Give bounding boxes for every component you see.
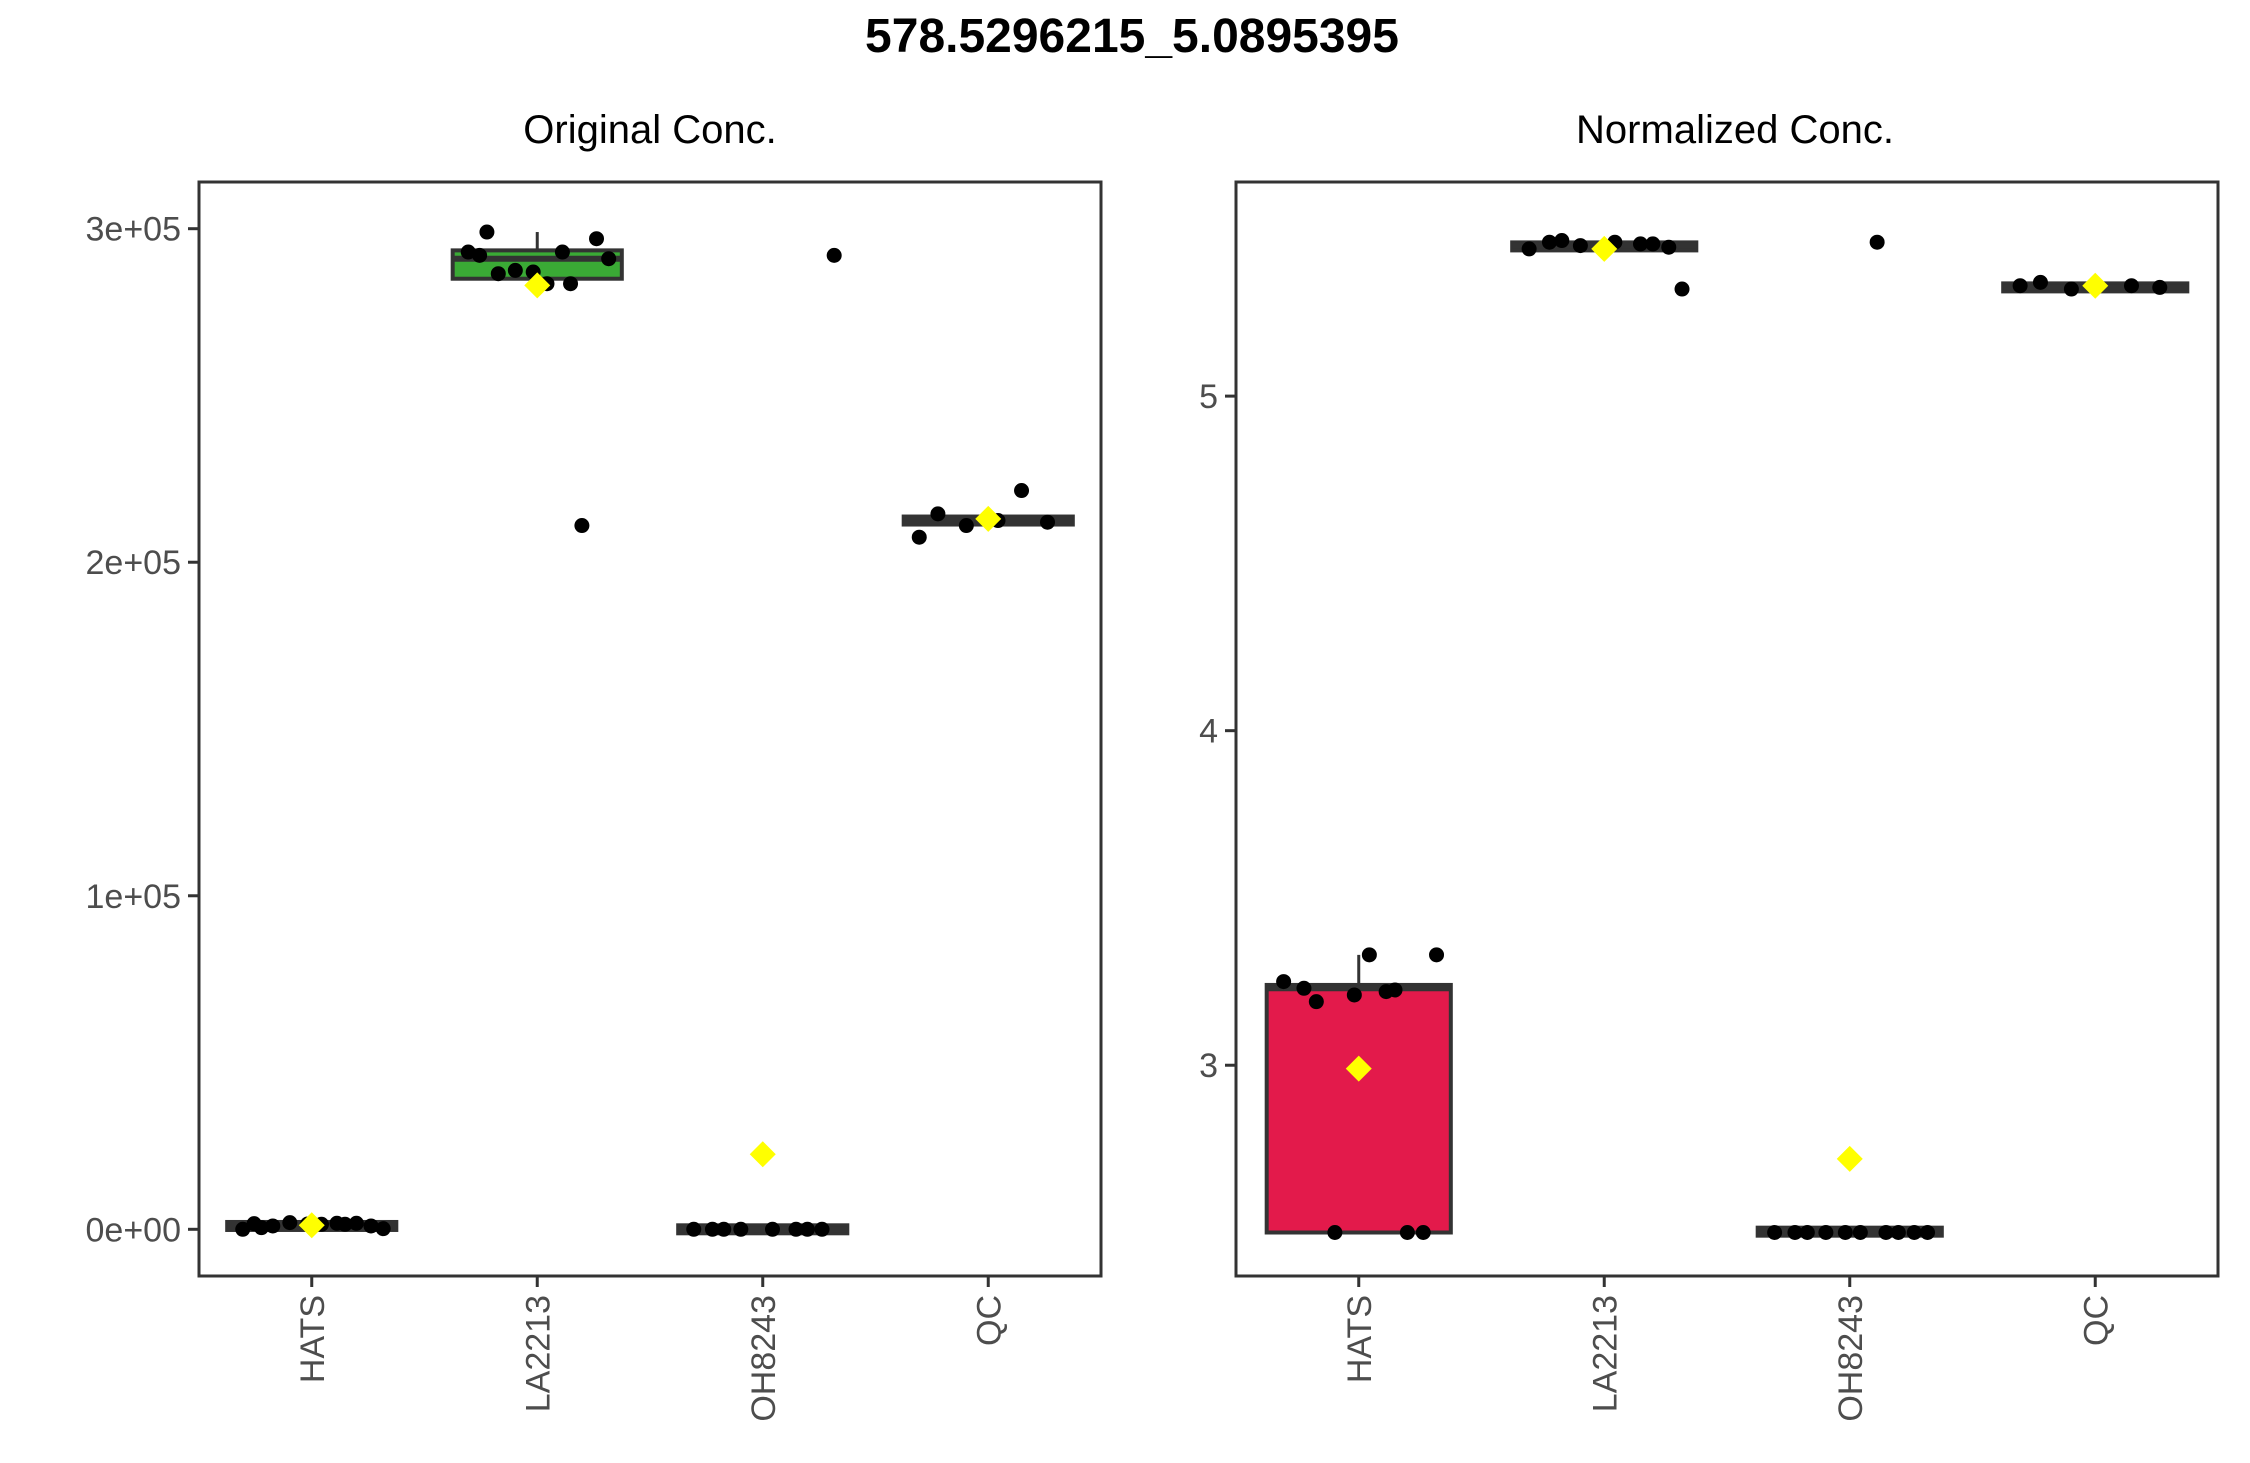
data-point	[2152, 279, 2168, 295]
chart-title: 578.5296215_5.0895395	[865, 10, 1399, 63]
data-point	[1674, 281, 1690, 297]
data-point	[1799, 1225, 1815, 1241]
data-point	[1296, 980, 1312, 996]
data-point	[1787, 1225, 1803, 1241]
data-point	[1361, 947, 1377, 963]
data-point	[1572, 238, 1588, 254]
data-point	[1040, 514, 1056, 530]
x-tick-label: LA2213	[519, 1295, 557, 1412]
data-point	[2032, 274, 2048, 290]
data-point	[1014, 483, 1030, 499]
x-tick-label: LA2213	[1586, 1295, 1624, 1412]
data-point	[1818, 1225, 1834, 1241]
panel-title: Original Conc.	[523, 108, 776, 152]
data-point	[329, 1215, 345, 1231]
box-hats	[1264, 982, 1453, 1235]
data-point	[1890, 1225, 1906, 1241]
data-point	[1521, 241, 1537, 257]
data-point	[348, 1215, 364, 1231]
data-point	[733, 1221, 749, 1237]
data-point	[911, 529, 927, 545]
data-point	[930, 506, 946, 522]
data-point	[574, 518, 590, 534]
data-point	[1906, 1225, 1922, 1241]
data-point	[589, 231, 605, 247]
data-point	[1399, 1225, 1415, 1241]
x-tick-label: QC	[970, 1295, 1008, 1346]
data-point	[686, 1221, 702, 1237]
panel-1: Original Conc. 0e+00 1e+05 2e+05 3e+05 HATS LA…	[86, 108, 1103, 1422]
data-point	[2063, 281, 2079, 297]
data-point	[1415, 1225, 1431, 1241]
data-point	[1541, 234, 1557, 250]
data-point	[1554, 233, 1570, 249]
data-point	[1308, 994, 1324, 1010]
data-point	[282, 1215, 298, 1231]
x-tick-label: OH8243	[745, 1295, 783, 1422]
panel-frame	[1234, 180, 2220, 1278]
mean-marker	[524, 272, 551, 299]
data-point	[1920, 1225, 1936, 1241]
data-point	[1378, 984, 1394, 1000]
data-point	[563, 276, 579, 292]
data-point	[375, 1221, 391, 1237]
y-tick-label: 1e+05	[86, 878, 182, 916]
mean-marker	[2082, 272, 2109, 299]
data-point	[235, 1221, 251, 1237]
data-point	[479, 224, 495, 240]
data-point	[1645, 236, 1661, 252]
y-tick-label: 3	[1199, 1047, 1218, 1085]
mean-marker	[975, 505, 1002, 532]
data-point	[507, 262, 523, 278]
data-point	[1429, 947, 1445, 963]
data-point	[472, 247, 488, 263]
data-point	[1878, 1225, 1894, 1241]
data-point	[1632, 236, 1648, 252]
data-point	[826, 247, 842, 263]
y-tick-label: 2e+05	[86, 544, 182, 582]
panel-frame	[197, 180, 1103, 1278]
data-point	[799, 1221, 815, 1237]
data-point	[1346, 987, 1362, 1003]
data-point	[1837, 1225, 1853, 1241]
data-point	[265, 1218, 281, 1234]
mean-marker	[1836, 1145, 1863, 1172]
x-tick-label: OH8243	[1832, 1295, 1870, 1422]
data-point	[1661, 239, 1677, 255]
x-tick-label: HATS	[1341, 1295, 1379, 1383]
y-tick-label: 5	[1199, 378, 1218, 416]
data-point	[490, 266, 506, 282]
y-tick-label: 4	[1199, 713, 1218, 751]
data-point	[2012, 278, 2028, 294]
mean-marker	[298, 1212, 325, 1239]
mean-marker	[749, 1141, 776, 1168]
data-point	[2123, 278, 2139, 294]
data-point	[1327, 1225, 1343, 1241]
data-point	[363, 1218, 379, 1234]
x-tick-label: HATS	[294, 1295, 332, 1383]
data-point	[764, 1221, 780, 1237]
y-tick-label: 3e+05	[86, 211, 182, 249]
data-point	[246, 1216, 262, 1232]
data-point	[1767, 1225, 1783, 1241]
x-tick-label: QC	[2077, 1295, 2115, 1346]
data-point	[554, 244, 570, 260]
panel-2: Normalized Conc. 3 4 5 HATS LA2213 OH8243 QC	[1199, 108, 2220, 1422]
data-point	[704, 1221, 720, 1237]
data-point	[1869, 234, 1885, 250]
data-point	[788, 1221, 804, 1237]
data-point	[716, 1221, 732, 1237]
data-point	[1276, 974, 1292, 990]
panel-title: Normalized Conc.	[1576, 108, 1894, 152]
data-point	[1852, 1225, 1868, 1241]
data-point	[601, 251, 617, 267]
data-point	[814, 1221, 830, 1237]
data-point	[958, 518, 974, 534]
data-point	[460, 244, 476, 260]
y-tick-label: 0e+00	[86, 1211, 182, 1249]
mean-marker	[1591, 235, 1618, 262]
mean-marker	[1345, 1055, 1372, 1082]
